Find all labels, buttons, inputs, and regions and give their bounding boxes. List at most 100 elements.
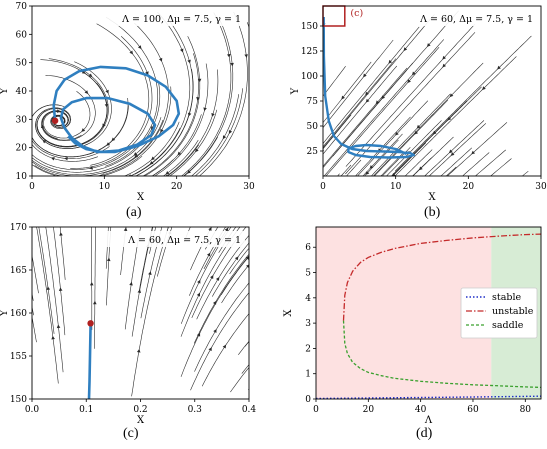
streamline-arrow bbox=[482, 86, 486, 91]
streamline-arrow bbox=[210, 275, 214, 279]
streamline bbox=[241, 364, 249, 374]
streamline-arrow bbox=[46, 286, 51, 291]
streamline bbox=[183, 20, 234, 176]
inset-label: (c) bbox=[350, 8, 363, 19]
series-saddle bbox=[342, 320, 542, 389]
streamline-arrow bbox=[84, 90, 89, 95]
streamline bbox=[445, 166, 457, 176]
streamline bbox=[70, 35, 153, 169]
x-tick-label: 20 bbox=[463, 182, 475, 192]
x-tick-label: 30 bbox=[535, 182, 547, 192]
y-axis-label: Y bbox=[0, 87, 10, 95]
streamline bbox=[386, 120, 442, 176]
streamline bbox=[32, 254, 39, 294]
y-tick-label: 5 bbox=[305, 269, 311, 279]
streamline bbox=[38, 227, 55, 334]
y-axis-label: Y bbox=[290, 87, 301, 95]
streamline-arrow bbox=[245, 264, 249, 269]
annotation-c: Λ = 60, Δμ = 7.5, γ = 1 bbox=[105, 231, 245, 247]
legend-label-saddle: saddle bbox=[492, 320, 524, 331]
x-tick-label: 0.3 bbox=[188, 405, 203, 415]
streamline-arrow bbox=[187, 59, 191, 64]
streamline bbox=[32, 147, 133, 171]
trajectory-b bbox=[322, 16, 415, 159]
annotation-b: Λ = 60, Δμ = 7.5, γ = 1 bbox=[397, 10, 537, 26]
y-tick-label: 155 bbox=[10, 352, 27, 362]
axes-c: 0.0 0.1 0.2 0.3 0.4 150 155 160 165 170 X Y bbox=[0, 223, 256, 426]
streamline bbox=[325, 47, 440, 176]
streamline-arrow bbox=[50, 157, 55, 161]
streamline bbox=[220, 255, 249, 296]
streamline-arrow bbox=[89, 166, 93, 170]
streamline bbox=[32, 304, 34, 316]
streamline bbox=[193, 253, 249, 344]
x-tick-label: 0 bbox=[313, 405, 319, 415]
streamline bbox=[238, 340, 249, 355]
streamline-arrow bbox=[228, 130, 233, 134]
inset-box bbox=[322, 5, 346, 27]
streamline bbox=[36, 227, 59, 384]
y-tick-label: 0 bbox=[305, 395, 311, 405]
streamline-arrow bbox=[158, 57, 163, 62]
streamline bbox=[323, 67, 408, 167]
streamline-arrow bbox=[375, 100, 380, 105]
streamline bbox=[167, 144, 199, 176]
streamline-arrow bbox=[245, 256, 249, 260]
y-tick-label: 50 bbox=[307, 122, 319, 132]
y-tick-label: 170 bbox=[10, 223, 27, 233]
streamline-arrow bbox=[208, 347, 212, 352]
y-tick-label: 50 bbox=[16, 59, 28, 69]
streamline-arrow bbox=[230, 62, 234, 67]
x-tick-label: 0 bbox=[320, 182, 326, 192]
streamline-arrow bbox=[129, 281, 133, 286]
streamline bbox=[32, 315, 37, 343]
streamline-arrow bbox=[81, 70, 86, 74]
streamline-arrow bbox=[244, 54, 248, 58]
streamline-arrow bbox=[414, 130, 419, 135]
x-tick-label: 20 bbox=[363, 405, 375, 415]
x-tick-label: 80 bbox=[520, 405, 532, 415]
streamline bbox=[373, 62, 484, 176]
streamline-arrow bbox=[59, 232, 63, 236]
streamline bbox=[134, 11, 191, 175]
streamline bbox=[323, 65, 398, 155]
x-tick-label: 40 bbox=[415, 405, 427, 415]
y-tick-label: 125 bbox=[301, 47, 318, 57]
streamline bbox=[41, 75, 96, 142]
x-axis-label: X bbox=[137, 415, 145, 426]
streamline bbox=[198, 11, 248, 176]
streamline-arrow bbox=[196, 292, 201, 297]
streamline-arrow bbox=[129, 50, 134, 55]
streamline-arrow bbox=[93, 300, 97, 305]
streamline bbox=[424, 120, 485, 176]
plot-frame bbox=[31, 5, 250, 177]
streamline bbox=[212, 242, 249, 297]
legend-label-stable: stable bbox=[492, 292, 521, 303]
streamline bbox=[32, 291, 34, 301]
x-tick-label: 20 bbox=[171, 182, 183, 192]
annotation-a: Λ = 100, Δμ = 7.5, γ = 1 bbox=[105, 10, 245, 26]
y-tick-label: 30 bbox=[16, 115, 28, 125]
streamline bbox=[391, 86, 482, 176]
streamline-arrow bbox=[136, 348, 141, 353]
streamline-arrow bbox=[450, 152, 455, 156]
streamline-arrow bbox=[418, 166, 423, 171]
streamline bbox=[180, 255, 249, 377]
annotation-text: Λ = 100, Δμ = 7.5, γ = 1 bbox=[121, 14, 241, 25]
streamline bbox=[34, 86, 172, 176]
streamline bbox=[446, 122, 508, 176]
streamline bbox=[340, 164, 352, 176]
streamline-arrow bbox=[363, 73, 367, 78]
x-axis-label: Λ bbox=[424, 415, 433, 426]
annotation-box bbox=[397, 10, 537, 26]
streamline bbox=[45, 227, 64, 373]
plot-frame bbox=[31, 226, 250, 400]
y-tick-label: 40 bbox=[16, 87, 28, 97]
streamline bbox=[36, 58, 109, 148]
y-tick-label: 60 bbox=[16, 30, 28, 40]
streamline-arrow bbox=[137, 45, 142, 50]
streamline-arrow bbox=[212, 300, 217, 305]
streamline-arrow bbox=[187, 169, 191, 174]
x-axis-label: X bbox=[428, 192, 436, 203]
